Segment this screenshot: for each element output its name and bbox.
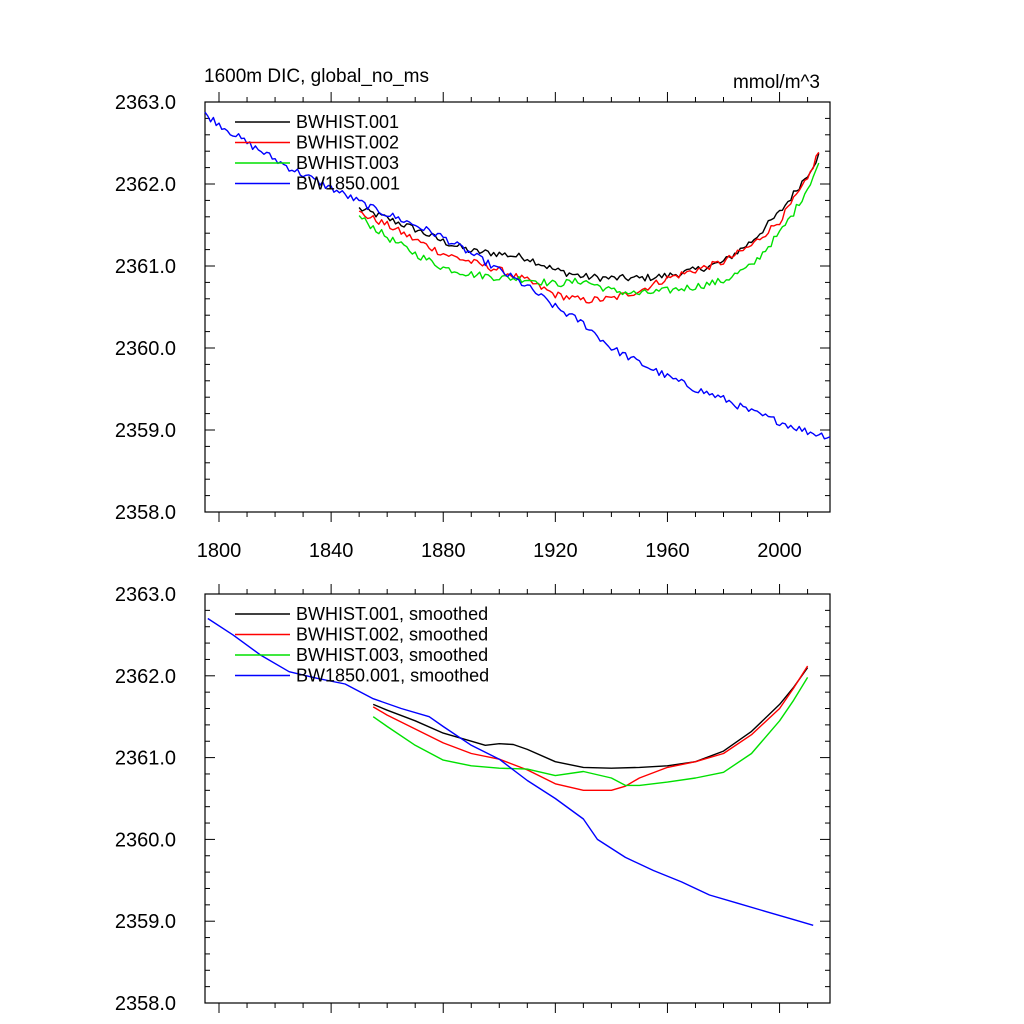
x-tick-label: 1840: [309, 540, 354, 562]
plot-frame: [204, 593, 831, 1004]
series-line: [372, 667, 809, 769]
x-tick-label: 1880: [421, 540, 466, 562]
series-line: [207, 617, 814, 926]
panel-title: 1600m DIC, global_no_ms: [204, 66, 429, 87]
legend-label: BWHIST.003: [296, 153, 399, 173]
series-line: [358, 162, 820, 296]
legend-label: BWHIST.002, smoothed: [296, 625, 488, 645]
series-line: [358, 151, 820, 304]
legend-label: BW1850.001: [296, 174, 400, 194]
legend-label: BWHIST.001, smoothed: [296, 604, 488, 624]
x-tick-label: 1920: [533, 540, 578, 562]
y-tick-label: 2363.0: [115, 584, 176, 606]
legend-label: BWHIST.001: [296, 112, 399, 132]
y-tick-label: 2358.0: [115, 993, 176, 1015]
legend-label: BWHIST.002: [296, 133, 399, 153]
series-line: [358, 153, 820, 282]
x-tick-label: 1960: [645, 540, 690, 562]
y-tick-label: 2359.0: [115, 420, 176, 442]
x-tick-label: 2000: [757, 540, 802, 562]
legend-label: BWHIST.003, smoothed: [296, 645, 488, 665]
y-tick-label: 2362.0: [115, 666, 176, 688]
y-tick-label: 2359.0: [115, 911, 176, 933]
y-tick-label: 2361.0: [115, 256, 176, 278]
series-line: [372, 665, 809, 791]
series-line: [372, 677, 809, 787]
y-tick-label: 2362.0: [115, 174, 176, 196]
top-panel: 2358.0 2359.0 2360.0 2361.0 2362.0 2363.0 1800…: [115, 92, 831, 562]
legend-label: BW1850.001, smoothed: [296, 666, 489, 686]
y-tick-label: 2361.0: [115, 748, 176, 770]
series-line: [204, 111, 831, 440]
y-tick-label: 2358.0: [115, 502, 176, 524]
y-tick-label: 2360.0: [115, 338, 176, 360]
plot-frame: [204, 101, 831, 513]
x-tick-label: 1800: [197, 540, 242, 562]
units-label: mmol/m^3: [733, 72, 820, 93]
bottom-panel: 2358.0 2359.0 2360.0 2361.0 2362.0 2363.0 BWHI…: [115, 584, 831, 1015]
y-tick-label: 2360.0: [115, 829, 176, 851]
y-tick-label: 2363.0: [115, 92, 176, 114]
